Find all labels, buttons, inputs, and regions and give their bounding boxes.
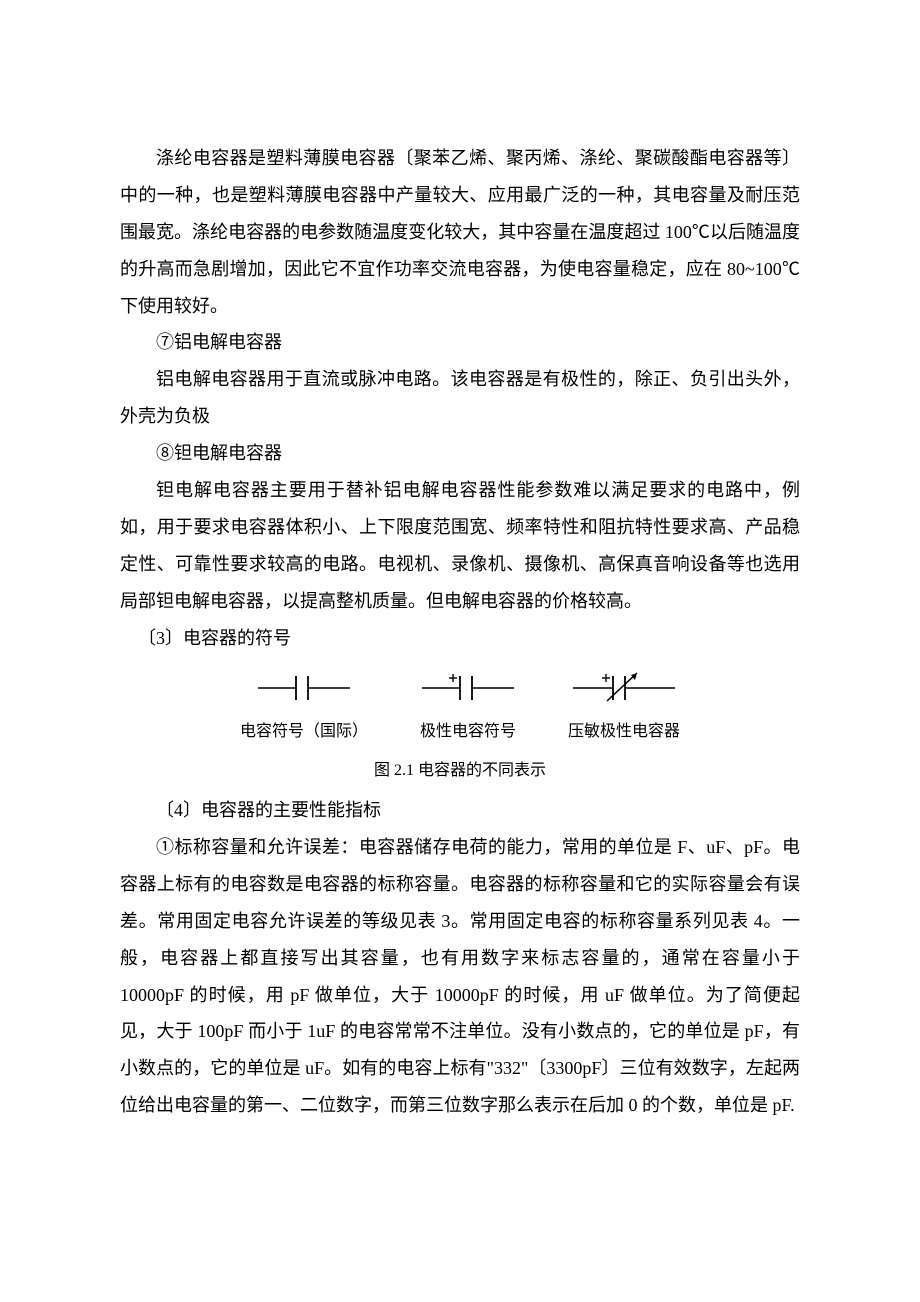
- symbol-varistor: 压敏极性电容器: [568, 670, 680, 749]
- paragraph-rating: ①标称容量和允许误差：电容器储存电荷的能力，常用的单位是 F、uF、pF。电容器…: [120, 829, 800, 1124]
- symbol-standard-label: 电容符号（国际）: [240, 716, 368, 749]
- section-3-label: 〔3〕电容器的符号: [120, 620, 800, 657]
- heading-tantalum: ⑧钽电解电容器: [120, 435, 800, 472]
- heading-aluminum: ⑦铝电解电容器: [120, 324, 800, 361]
- paragraph-polyester: 涤纶电容器是塑料薄膜电容器〔聚苯乙烯、聚丙烯、涤纶、聚碳酸酯电容器等〕中的一种，…: [120, 140, 800, 324]
- varistor-capacitor-icon: [569, 670, 679, 706]
- capacitor-symbols-diagram: 电容符号（国际） 极性电容符号: [120, 670, 800, 749]
- paragraph-tantalum: 钽电解电容器主要用于替补铝电解电容器性能参数难以满足要求的电路中，例如，用于要求…: [120, 472, 800, 620]
- symbol-polar-label: 极性电容符号: [420, 716, 516, 749]
- standard-capacitor-icon: [254, 670, 354, 706]
- symbol-varistor-label: 压敏极性电容器: [568, 716, 680, 749]
- symbol-standard: 电容符号（国际）: [240, 670, 368, 749]
- symbol-polar: 极性电容符号: [418, 670, 518, 749]
- section-4-label: 〔4〕电容器的主要性能指标: [120, 792, 800, 829]
- polar-capacitor-icon: [418, 670, 518, 706]
- figure-caption: 图 2.1 电容器的不同表示: [120, 755, 800, 788]
- paragraph-aluminum: 铝电解电容器用于直流或脉冲电路。该电容器是有极性的，除正、负引出头外，外壳为负极: [120, 361, 800, 435]
